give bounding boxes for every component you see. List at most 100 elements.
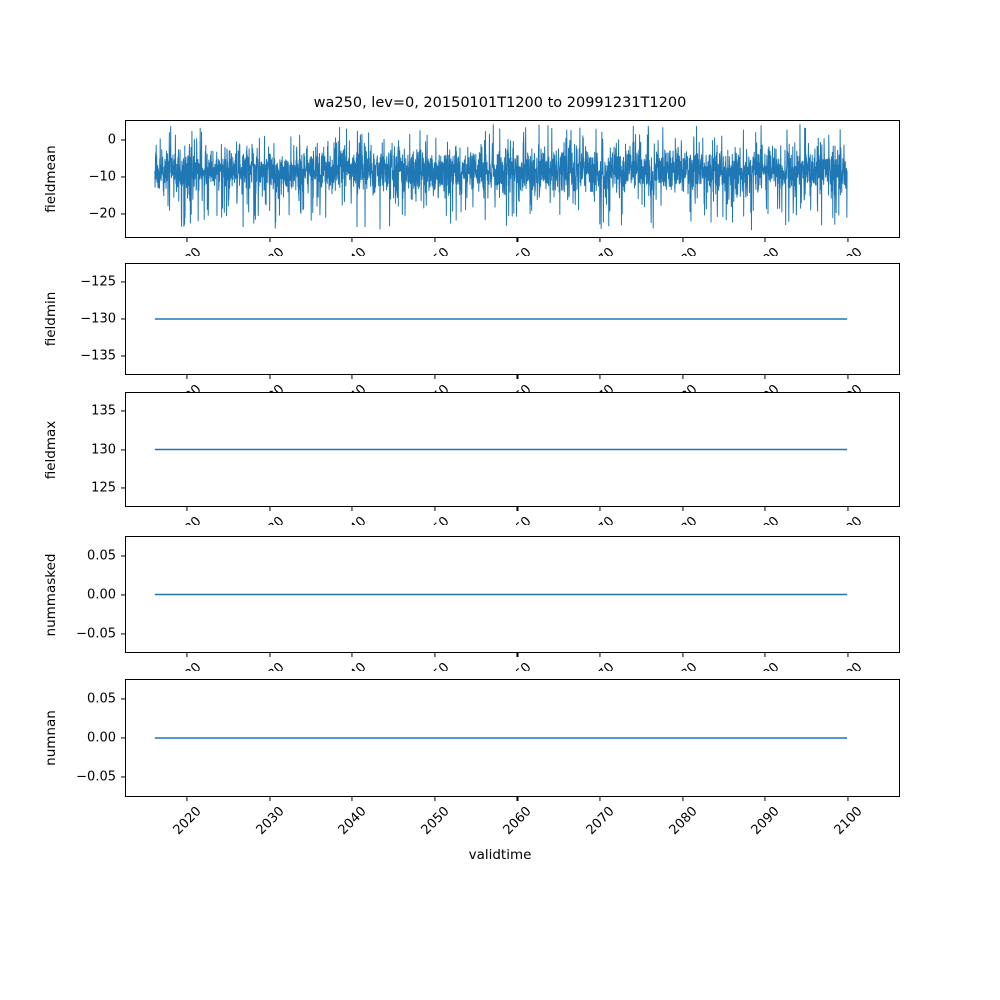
y-tick-label: −125 xyxy=(80,274,116,290)
x-tick-mark xyxy=(847,507,849,511)
x-tick-mark xyxy=(847,653,849,657)
plot-area-fieldmean xyxy=(125,120,900,238)
x-tick-mark xyxy=(269,797,271,801)
y-tick-mark xyxy=(121,698,125,700)
y-tick-mark xyxy=(121,487,125,489)
x-tick-mark xyxy=(599,238,601,242)
x-tick-mark xyxy=(351,507,353,511)
y-tick-label: −10 xyxy=(88,169,116,185)
y-tick-label: −0.05 xyxy=(76,626,116,641)
x-tick-mark xyxy=(434,238,436,242)
x-tick-mark xyxy=(599,797,601,801)
y-tick-label: −20 xyxy=(88,206,116,222)
x-tick-mark xyxy=(516,797,518,801)
y-tick-mark xyxy=(121,213,125,215)
x-tick-mark xyxy=(186,507,188,511)
x-tick-label: 2050 xyxy=(418,804,453,839)
x-tick-label: 2060 xyxy=(501,804,536,839)
y-tick-mark xyxy=(121,554,125,557)
subplot-nummasked: 0.05 0.00 −0.05 nummasked 2020 2030 2040 2050 20… xyxy=(43,536,900,694)
x-tick-mark xyxy=(351,797,353,801)
y-tick-mark xyxy=(121,355,125,357)
subplot-fieldmax: 135 130 125 fieldmax 2020 2030 2040 2050 2060 207… xyxy=(43,392,900,548)
x-tick-label: 2100 xyxy=(831,804,866,839)
x-tick-label: 2020 xyxy=(170,804,205,839)
x-tick-mark xyxy=(764,507,766,511)
y-tick-label: 130 xyxy=(91,442,116,457)
y-tick-label: 125 xyxy=(91,480,116,496)
y-tick-mark xyxy=(121,281,125,283)
x-tick-mark xyxy=(516,238,518,242)
x-tick-mark xyxy=(764,375,766,379)
y-tick-label: 0.00 xyxy=(87,587,116,602)
x-tick-mark xyxy=(682,375,684,379)
y-tick-label: 0.00 xyxy=(87,730,116,746)
x-tick-mark xyxy=(599,507,601,511)
y-tick-mark xyxy=(121,139,125,141)
x-tick-mark xyxy=(847,238,849,242)
plot-area-nummasked xyxy=(125,536,900,653)
x-tick-mark xyxy=(186,653,188,657)
x-tick-label: 2080 xyxy=(666,804,701,839)
y-tick-mark xyxy=(121,410,125,412)
y-tick-mark xyxy=(121,632,125,635)
data-line-fieldmean xyxy=(155,125,847,230)
x-tick-mark xyxy=(599,375,601,379)
y-axis-label-numnan: numnan xyxy=(43,710,59,766)
x-tick-mark xyxy=(682,507,684,511)
x-tick-mark xyxy=(847,797,849,801)
x-tick-label: 2030 xyxy=(253,804,288,839)
y-axis-label-fieldmean: fieldmean xyxy=(43,145,59,213)
y-tick-mark xyxy=(121,593,125,596)
y-axis-label-nummasked: nummasked xyxy=(43,553,59,636)
x-tick-mark xyxy=(269,375,271,379)
x-tick-mark xyxy=(847,375,849,379)
x-tick-mark xyxy=(269,653,271,657)
x-tick-mark xyxy=(186,375,188,379)
y-tick-label: 0 xyxy=(107,132,116,148)
x-tick-mark xyxy=(764,653,766,657)
y-axis-label-fieldmax: fieldmax xyxy=(43,420,59,479)
x-tick-label: 2090 xyxy=(748,804,783,839)
x-axis-label: validtime xyxy=(468,847,532,863)
y-axis-label-fieldmin: fieldmin xyxy=(43,291,59,347)
plot-area-fieldmax xyxy=(125,392,900,507)
x-tick-mark xyxy=(434,653,436,657)
x-tick-mark xyxy=(186,797,188,801)
y-tick-mark xyxy=(121,318,125,320)
x-tick-mark xyxy=(434,507,436,511)
y-tick-label: −135 xyxy=(80,348,116,364)
figure-title: wa250, lev=0, 20150101T1200 to 20991231T… xyxy=(313,95,687,111)
x-tick-mark xyxy=(186,238,188,242)
x-tick-mark xyxy=(516,653,518,657)
x-tick-mark xyxy=(682,653,684,657)
x-tick-mark xyxy=(351,375,353,379)
y-tick-mark xyxy=(121,776,125,778)
x-tick-mark xyxy=(351,238,353,242)
x-tick-mark xyxy=(351,653,353,657)
x-tick-mark xyxy=(434,797,436,801)
x-tick-label: 2040 xyxy=(335,804,370,839)
plot-area-fieldmin xyxy=(125,263,900,375)
x-tick-mark xyxy=(682,797,684,801)
y-tick-mark xyxy=(121,176,125,178)
x-tick-mark xyxy=(269,507,271,511)
plot-area-numnan xyxy=(125,679,900,797)
y-tick-label: −0.05 xyxy=(76,769,116,785)
x-tick-mark xyxy=(764,238,766,242)
x-tick-mark xyxy=(516,507,518,511)
subplot-fieldmin: −125−130−135fieldmin20202030204020502060… xyxy=(43,263,900,416)
y-tick-label: 0.05 xyxy=(87,548,116,563)
y-tick-mark xyxy=(121,737,125,739)
x-tick-label: 2070 xyxy=(583,804,618,839)
y-tick-label: −130 xyxy=(80,311,116,327)
x-tick-mark xyxy=(764,797,766,801)
x-tick-mark xyxy=(269,238,271,242)
y-tick-label: 135 xyxy=(91,403,116,419)
x-tick-mark xyxy=(682,238,684,242)
x-tick-mark xyxy=(516,375,518,379)
y-tick-mark xyxy=(121,448,125,451)
x-tick-mark xyxy=(599,653,601,657)
y-tick-label: 0.05 xyxy=(87,691,116,707)
